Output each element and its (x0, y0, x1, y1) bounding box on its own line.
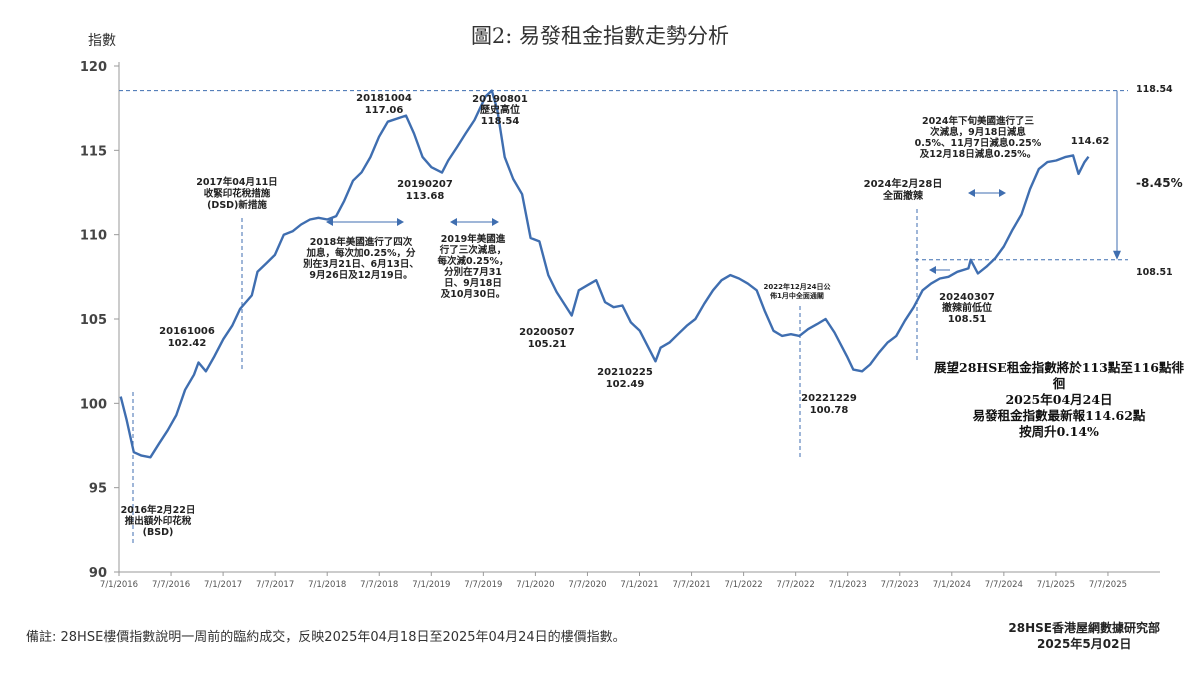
rate-cut-2019-arrow-head-right (492, 218, 499, 226)
x-tick-label: 7/1/2025 (1037, 580, 1075, 590)
annotation-text: 2024年下旬美國進行了三 (922, 115, 1034, 127)
annotation-text: 全面撤辣 (882, 189, 924, 202)
x-tick-label: 7/1/2024 (933, 580, 971, 590)
credit-date: 2025年5月02日 (1036, 637, 1132, 651)
annotation-text: 行了三次減息， (439, 244, 507, 256)
axes: 90 95 100 105 110 115 120 7/1/2016 7/7/2016 7/1/2… (80, 60, 1160, 590)
annotation-text: 0.5%、11月7日減息0.25% (915, 137, 1042, 149)
rate-cut-2024-arrow-head-right (999, 189, 1006, 197)
annotation-text: 歷史高位 (480, 103, 520, 116)
outlook-line: 展望28HSE租金指數將於113點至116點徘徊 (934, 360, 1184, 391)
x-tick-label: 7/7/2025 (1089, 580, 1127, 590)
annotation-text: 撤辣前低位 (942, 301, 992, 314)
x-tick-label: 7/7/2022 (777, 580, 815, 590)
annotation-text: 105.21 (528, 339, 567, 350)
series-group (119, 89, 1090, 459)
annotation-text: 2022年12月24日公 (764, 282, 831, 291)
x-tick-label: 7/7/2020 (568, 580, 606, 590)
annotation-text: 推出額外印花稅 (125, 515, 192, 527)
annotation-text: 分別在7月31 (444, 266, 502, 278)
x-tick-label: 7/1/2018 (308, 580, 346, 590)
annotation-text: (DSD)新措施 (207, 199, 267, 211)
outlook-line: 易發租金指數最新報114.62點 (972, 408, 1146, 423)
x-tick-label: 7/1/2022 (725, 580, 763, 590)
x-tick-label: 7/1/2017 (204, 580, 242, 590)
y-tick-label: 115 (80, 144, 107, 159)
y-tick-label: 95 (89, 482, 107, 497)
annotation-text: 108.51 (948, 314, 987, 325)
y-tick-label: 100 (80, 397, 107, 412)
x-tick-label: 7/1/2019 (412, 580, 450, 590)
credit-source: 28HSE香港屋網數據研究部 (1008, 621, 1160, 635)
annotation-text: 2018年美國進行了四次 (310, 236, 413, 248)
x-tick-label: 7/7/2018 (360, 580, 398, 590)
annotation-text: 114.62 (1071, 136, 1110, 147)
x-tick-label: 7/1/2016 (100, 580, 138, 590)
annotation-text: 20240307 (939, 292, 995, 303)
x-tick-label: 7/1/2020 (516, 580, 554, 590)
annotation-text: 108.51 (1136, 267, 1173, 278)
annotation-text: 別在3月21日、6月13日、 (302, 258, 419, 270)
drop-arrow-head (1113, 250, 1121, 260)
annotation-text: 20210225 (597, 367, 653, 378)
annotation-text: 118.54 (1136, 84, 1173, 95)
annotation-text: 日、9月18日 (444, 278, 502, 289)
annotation-text: 及10月30日。 (441, 289, 505, 300)
y-tick-label: 110 (80, 229, 107, 244)
x-tick-label: 7/7/2024 (985, 580, 1023, 590)
annotation-text: 117.06 (365, 105, 404, 116)
annotation-text: 102.42 (168, 338, 207, 349)
annotation-text: (BSD) (143, 527, 174, 538)
outlook-line: 2025年04月24日 (1005, 392, 1113, 407)
annotation-text: 118.54 (481, 116, 520, 127)
annotation-text: 113.68 (406, 191, 445, 202)
low-point-pointer-head (929, 266, 936, 274)
y-axis-label: 指數 (88, 33, 116, 49)
annotation-text: 2017年04月11日 (196, 176, 277, 188)
annotation-text: 20181004 (356, 93, 412, 104)
annotation-text: 100.78 (810, 405, 849, 416)
annotation-text: 每次減0.25%， (438, 255, 509, 267)
x-tick-label: 7/7/2017 (256, 580, 294, 590)
annotation-text: 20161006 (159, 326, 215, 337)
annotation-text: 2019年美國進 (441, 233, 506, 245)
credit: 28HSE香港屋網數據研究部 2025年5月02日 (1008, 620, 1160, 652)
x-tick-label: 7/1/2023 (829, 580, 867, 590)
annotation-text: 次減息，9月18日減息 (930, 126, 1026, 138)
annotation-text: 佈1月中全面通關 (769, 291, 824, 300)
x-tick-label: 7/7/2016 (152, 580, 190, 590)
x-tick-label: 7/1/2021 (620, 580, 658, 590)
series-line (119, 89, 1090, 459)
rate-hike-2018-arrow-head-right (397, 218, 404, 226)
x-tick-label: 7/7/2019 (464, 580, 502, 590)
annotation-text: 2024年2月28日 (864, 177, 943, 190)
y-tick-label: 90 (89, 566, 107, 581)
outlook-line: 按周升0.14% (1019, 424, 1099, 439)
x-tick-label: 7/7/2021 (672, 580, 710, 590)
annotation-text: 加息，每次加0.25%，分 (306, 247, 416, 259)
annotation-text: 9月26日及12月19日。 (309, 270, 412, 281)
guide-lines (119, 90, 1128, 544)
annotation-text: -8.45% (1136, 176, 1183, 190)
annotation-text: 2016年2月22日 (121, 504, 196, 516)
annotation-text: 20190207 (397, 179, 453, 190)
rate-hike-2018-arrow-head-left (326, 218, 333, 226)
footnote: 備註: 28HSE樓價指數說明一周前的臨約成交，反映2025年04月18日至20… (26, 630, 626, 645)
annotation-text: 20200507 (519, 327, 575, 338)
rate-cut-2024-arrow-head-left (968, 189, 975, 197)
annotation-text: 20221229 (801, 393, 857, 404)
annotation-text: 及12月18日減息0.25%。 (920, 148, 1036, 160)
annotation-text: 20190801 (472, 94, 528, 105)
annotation-text: 102.49 (606, 379, 645, 390)
outlook-box: 展望28HSE租金指數將於113點至116點徘徊 2025年04月24日 易發租… (928, 360, 1190, 440)
x-tick-label: 7/7/2023 (881, 580, 919, 590)
chart-title: 圖2: 易發租金指數走勢分析 (470, 24, 730, 48)
y-tick-label: 120 (80, 60, 107, 75)
rate-cut-2019-arrow-head-left (450, 218, 457, 226)
annotation-text: 收緊印花稅措施 (204, 188, 271, 200)
y-tick-label: 105 (80, 313, 107, 328)
